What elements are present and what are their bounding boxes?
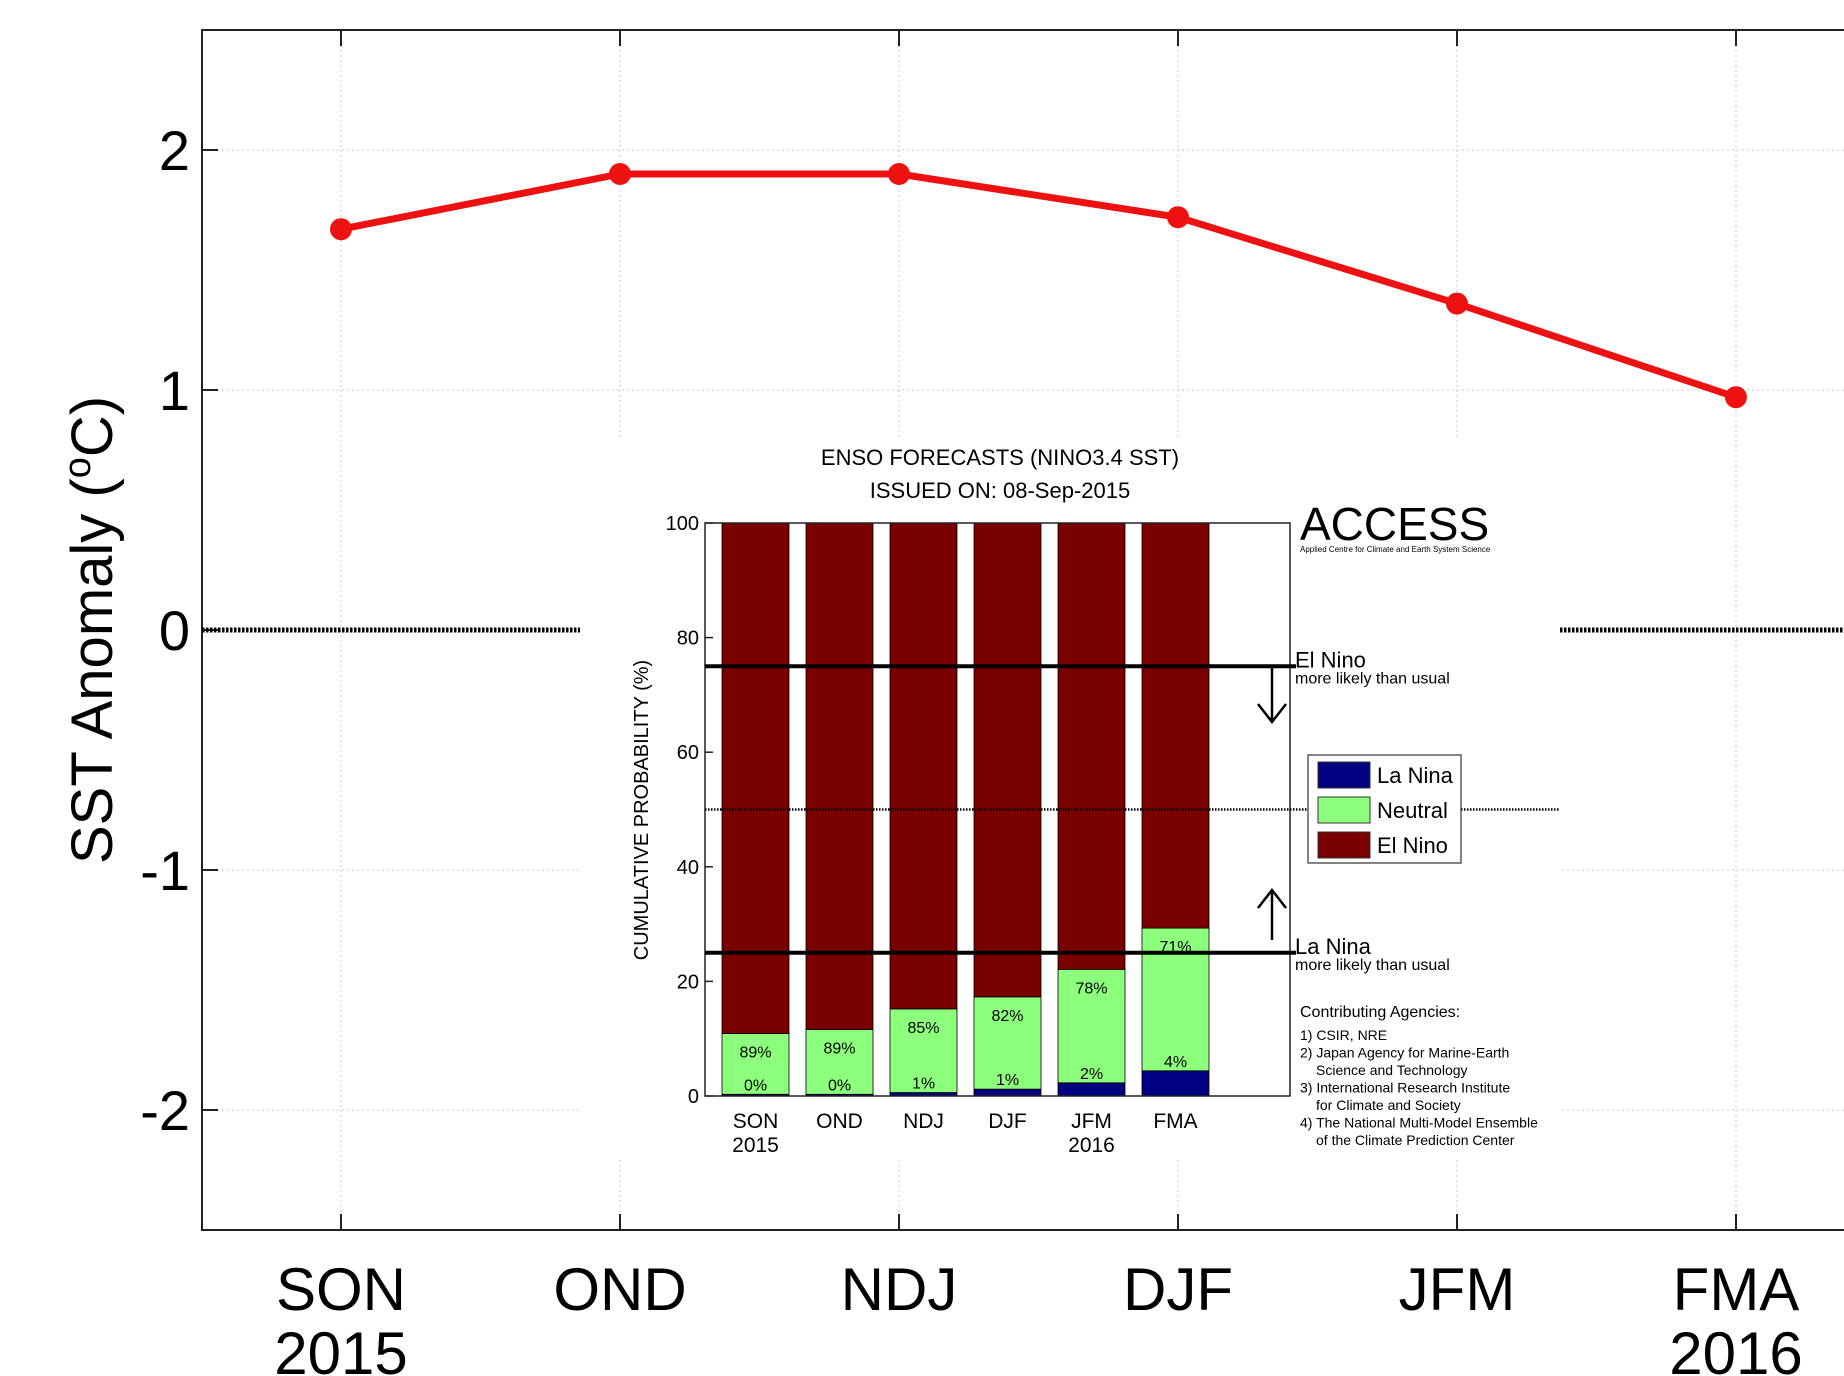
bar-neutral	[721, 1033, 790, 1095]
la-nina-pct-label: 0%	[828, 1077, 851, 1094]
main-xtick-label: JFM	[1399, 1256, 1516, 1323]
sst-anomaly-point	[1725, 386, 1747, 409]
sst-anomaly-line	[340, 170, 1738, 401]
inset-subtitle: ISSUED ON: 08-Sep-2015	[870, 478, 1130, 503]
bar-neutral	[805, 1029, 874, 1095]
neutral-pct-label: 85%	[907, 1020, 939, 1037]
sst-anomaly-point	[1446, 292, 1468, 315]
la-nina-pct-label: 4%	[1164, 1054, 1187, 1071]
threshold-label: El Nino	[1295, 647, 1366, 672]
la-nina-arrow	[1257, 887, 1287, 940]
main-xtick-label: FMA	[1673, 1256, 1800, 1323]
legend-label: El Nino	[1377, 833, 1448, 858]
inset-probability-chart: ENSO FORECASTS (NINO3.4 SST) ISSUED ON: …	[631, 445, 1560, 1157]
inset-xtick-label: FMA	[1153, 1110, 1197, 1133]
threshold-sublabel: more likely than usual	[1295, 957, 1450, 974]
legend-label: La Nina	[1377, 763, 1454, 788]
main-xtick-label: NDJ	[841, 1256, 958, 1323]
bar-neutral	[1057, 968, 1126, 1084]
threshold-label: La Nina	[1295, 934, 1372, 959]
inset-xtick-label: DJF	[988, 1110, 1027, 1133]
inset-xtick-label: OND	[816, 1110, 863, 1133]
access-logo-subtext: Applied Centre for Climate and Earth Sys…	[1300, 545, 1491, 554]
sst-anomaly-point	[1167, 206, 1189, 229]
la-nina-pct-label: 2%	[1080, 1066, 1103, 1083]
bar-neutral	[889, 1008, 958, 1093]
bar-la-nina	[1141, 1070, 1210, 1097]
neutral-pct-label: 82%	[991, 1008, 1023, 1025]
main-ytick-label: 0	[159, 599, 190, 662]
inset-ytick-label: 100	[666, 513, 699, 535]
main-ytick-label: -2	[140, 1079, 190, 1142]
legend-items: La Nina Neutral El Nino	[1317, 761, 1454, 859]
la-nina-pct-label: 1%	[996, 1072, 1019, 1089]
inset-legend: La Nina Neutral El Nino	[1307, 754, 1462, 864]
legend-swatch	[1317, 831, 1371, 859]
bar-el-nino	[889, 522, 958, 1010]
la-nina-pct-label: 1%	[912, 1076, 935, 1093]
inset-xtick-year: 2015	[732, 1134, 779, 1157]
inset-y-axis-title: CUMULATIVE PROBABILITY (%)	[631, 660, 653, 960]
inset-bars	[721, 522, 1210, 1097]
bar-la-nina	[1057, 1082, 1126, 1097]
agency-line: of the Climate Prediction Center	[1316, 1132, 1515, 1148]
main-y-axis-title: SST Anomaly (oC)	[57, 396, 125, 864]
legend-swatch	[1317, 796, 1371, 824]
main-ytick-label: -1	[140, 839, 190, 902]
bar-el-nino	[1057, 522, 1126, 970]
agency-line: 2) Japan Agency for Marine-Earth	[1300, 1045, 1509, 1061]
main-xtick-label: SON	[276, 1256, 406, 1323]
agency-line: 3) International Research Institute	[1300, 1080, 1510, 1096]
sst-anomaly-point	[888, 163, 910, 185]
inset-ytick-label: 40	[677, 857, 699, 879]
bar-neutral	[973, 996, 1042, 1090]
inset-ytick-label: 0	[688, 1086, 699, 1108]
agency-line: 4) The National Multi-Model Ensemble	[1300, 1115, 1538, 1131]
main-xtick-year: 2015	[274, 1320, 407, 1376]
main-ytick-label: 2	[159, 119, 190, 182]
neutral-pct-label: 89%	[739, 1045, 771, 1062]
main-series	[330, 163, 1747, 409]
el-nino-arrow	[1257, 668, 1287, 725]
inset-ytick-label: 80	[677, 628, 699, 650]
inset-title: ENSO FORECASTS (NINO3.4 SST)	[821, 445, 1179, 470]
agency-line: for Climate and Society	[1316, 1097, 1461, 1113]
agencies-title: Contributing Agencies:	[1300, 1004, 1460, 1021]
main-xtick-label: OND	[553, 1256, 686, 1323]
la-nina-pct-label: 0%	[744, 1077, 767, 1094]
inset-ytick-label: 20	[677, 971, 699, 993]
contributing-agencies: Contributing Agencies: 1) CSIR, NRE 2) Ja…	[1300, 1004, 1538, 1148]
sst-anomaly-point	[330, 218, 352, 241]
main-xtick-year: 2016	[1669, 1320, 1802, 1376]
bar-el-nino	[973, 522, 1042, 998]
main-ytick-label: 1	[159, 359, 190, 422]
legend-swatch	[1317, 761, 1371, 789]
neutral-pct-label: 78%	[1075, 980, 1107, 997]
legend-label: Neutral	[1377, 798, 1448, 823]
inset-xtick-label: JFM	[1071, 1110, 1112, 1133]
inset-xtick-year: 2016	[1068, 1134, 1115, 1157]
inset-ytick-label: 60	[677, 742, 699, 764]
agency-line: 1) CSIR, NRE	[1300, 1027, 1387, 1043]
bar-el-nino	[805, 522, 874, 1030]
bar-el-nino	[721, 522, 790, 1034]
sst-anomaly-point	[609, 163, 631, 185]
agency-line: Science and Technology	[1316, 1062, 1468, 1078]
access-logo: ACCESS	[1300, 498, 1489, 550]
inset-xtick-label: SON	[733, 1110, 779, 1133]
inset-xtick-label: NDJ	[903, 1110, 944, 1133]
threshold-sublabel: more likely than usual	[1295, 670, 1450, 687]
neutral-pct-label: 89%	[823, 1041, 855, 1058]
bar-el-nino	[1141, 522, 1210, 929]
bar-la-nina	[973, 1088, 1042, 1097]
main-xtick-label: DJF	[1123, 1256, 1233, 1323]
